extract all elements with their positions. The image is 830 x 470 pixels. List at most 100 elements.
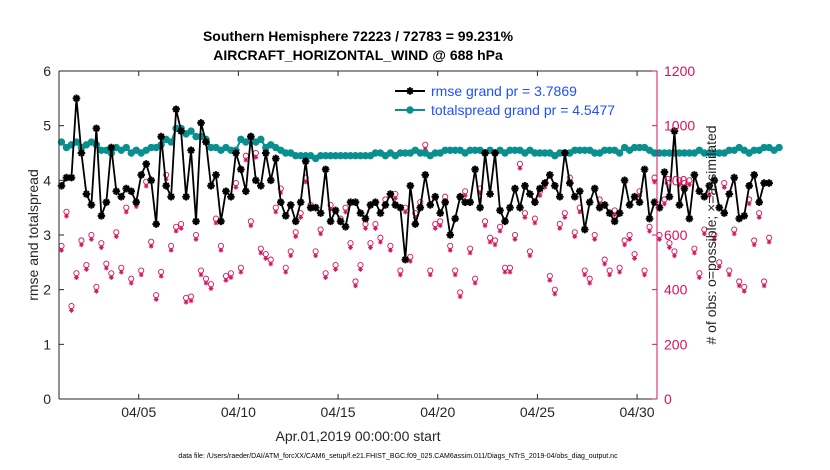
rmse-point: [526, 190, 534, 198]
rmse-point: [690, 171, 699, 179]
rmse-point: [431, 192, 440, 201]
rmse-point: [57, 182, 66, 190]
obs-assimilated-point: [602, 261, 608, 267]
legend-spread-label: totalspread grand pr = 4.5477: [431, 102, 615, 118]
rmse-point: [87, 201, 96, 209]
obs-assimilated-point: [74, 275, 79, 281]
obs-assimilated-point: [113, 234, 119, 240]
obs-assimilated-point: [746, 201, 752, 207]
obs-assimilated-point: [532, 220, 538, 226]
rmse-point: [242, 187, 250, 196]
y-tick-label: 1: [43, 336, 51, 352]
rmse-point: [157, 132, 165, 141]
obs-assimilated-point: [756, 215, 762, 220]
rmse-point: [112, 187, 121, 196]
rmse-point: [286, 201, 295, 209]
rmse-point: [551, 182, 559, 190]
obs-possible-point: [721, 180, 728, 187]
rmse-point: [635, 198, 644, 206]
obs-assimilated-point: [642, 272, 647, 278]
x-tick-label: 04/05: [121, 404, 156, 420]
rmse-point: [605, 209, 614, 217]
obs-assimilated-point: [373, 226, 378, 231]
obs-assimilated-point: [318, 231, 324, 237]
rmse-point: [77, 149, 86, 157]
plot-area: [59, 71, 657, 399]
rmse-point: [391, 201, 400, 209]
rmse-point: [650, 198, 659, 206]
obs-assimilated-point: [432, 226, 438, 231]
obs-assimilated-point: [652, 179, 657, 185]
rmse-point: [252, 176, 260, 185]
obs-assimilated-point: [487, 239, 493, 245]
obs-assimilated-point: [637, 193, 642, 199]
obs-assimilated-point: [188, 298, 194, 304]
totalspread-point: [615, 149, 624, 157]
obs-assimilated-point: [647, 228, 652, 234]
y-tick-label: 4: [43, 172, 51, 188]
rmse-point: [416, 203, 425, 212]
obs-assimilated-point: [298, 215, 304, 220]
obs-assimilated-point: [397, 272, 403, 278]
obs-assimilated-point: [168, 247, 174, 253]
obs-assimilated-point: [701, 231, 707, 237]
rmse-point: [565, 179, 574, 187]
rmse-point: [620, 176, 629, 185]
rmse-point: [396, 203, 405, 212]
obs-assimilated-point: [462, 193, 468, 199]
obs-assimilated-point: [128, 280, 134, 286]
rmse-point: [506, 203, 514, 212]
obs-assimilated-point: [672, 253, 677, 259]
rmse-point: [710, 176, 719, 185]
obs-assimilated-point: [258, 250, 264, 256]
obs-assimilated-point: [153, 297, 159, 302]
obs-assimilated-point: [592, 236, 598, 242]
rmse-point: [426, 201, 435, 209]
obs-assimilated-point: [477, 190, 483, 196]
obs-possible-point: [656, 231, 663, 239]
rmse-point: [561, 149, 569, 157]
rmse-point: [501, 217, 509, 226]
rmse-point: [276, 198, 285, 206]
obs-assimilated-point: [587, 280, 593, 286]
obs-assimilated-point: [198, 272, 204, 278]
rmse-point: [585, 198, 594, 206]
y2-tick-label: 200: [664, 336, 688, 352]
totalspread-point: [775, 143, 783, 152]
y2-tick-label: 600: [664, 227, 688, 243]
rmse-point: [381, 201, 390, 209]
rmse-point: [326, 217, 335, 226]
rmse-point: [670, 127, 679, 135]
obs-assimilated-point: [88, 236, 94, 242]
obs-assimilated-point: [597, 201, 603, 207]
rmse-point: [695, 187, 704, 196]
rmse-point: [700, 192, 709, 201]
y2-tick-label: 0: [664, 391, 672, 407]
y2-tick-label: 1200: [664, 63, 695, 79]
rmse-point: [247, 132, 255, 141]
obs-assimilated-point: [482, 223, 488, 229]
rmse-point: [575, 187, 584, 196]
obs-assimilated-point: [148, 243, 154, 249]
obs-assimilated-point: [273, 209, 279, 215]
obs-assimilated-point: [183, 299, 189, 305]
obs-assimilated-point: [766, 239, 772, 245]
rmse-point: [202, 138, 210, 146]
obs-assimilated-point: [472, 280, 478, 286]
legend-rmse-label: rmse grand pr = 3.7869: [431, 83, 577, 99]
rmse-point: [142, 160, 151, 168]
rmse-point: [556, 192, 564, 201]
rmse-point: [132, 198, 141, 206]
obs-assimilated-point: [288, 253, 294, 259]
obs-possible-point: [756, 210, 763, 217]
rmse-point: [471, 165, 479, 174]
rmse-point: [521, 182, 529, 190]
obs-assimilated-point: [218, 247, 224, 253]
rmse-point: [595, 203, 604, 212]
obs-assimilated-point: [457, 294, 463, 300]
rmse-point: [147, 176, 155, 185]
rmse-point: [122, 184, 131, 193]
obs-assimilated-point: [358, 267, 363, 272]
rmse-point: [685, 214, 694, 223]
